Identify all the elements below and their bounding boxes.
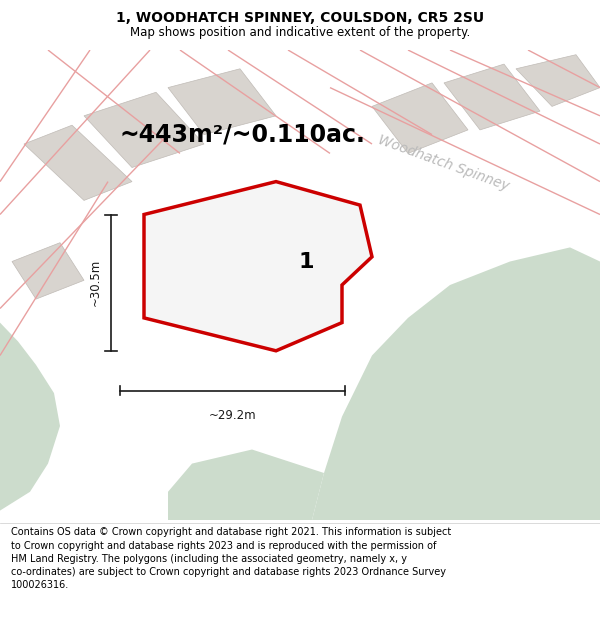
- Polygon shape: [12, 242, 84, 299]
- Polygon shape: [168, 449, 324, 520]
- Polygon shape: [372, 83, 468, 153]
- Text: Contains OS data © Crown copyright and database right 2021. This information is : Contains OS data © Crown copyright and d…: [11, 528, 451, 590]
- Text: ~443m²/~0.110ac.: ~443m²/~0.110ac.: [120, 122, 366, 147]
- Polygon shape: [312, 248, 600, 520]
- Polygon shape: [168, 69, 276, 134]
- Polygon shape: [24, 125, 132, 201]
- Text: 1, WOODHATCH SPINNEY, COULSDON, CR5 2SU: 1, WOODHATCH SPINNEY, COULSDON, CR5 2SU: [116, 11, 484, 25]
- Polygon shape: [516, 55, 600, 106]
- Text: Woodhatch Spinney: Woodhatch Spinney: [376, 132, 512, 193]
- Polygon shape: [144, 182, 372, 351]
- Text: Map shows position and indicative extent of the property.: Map shows position and indicative extent…: [130, 26, 470, 39]
- Text: ~29.2m: ~29.2m: [209, 409, 256, 422]
- Text: ~30.5m: ~30.5m: [89, 259, 102, 306]
- Polygon shape: [444, 64, 540, 130]
- Polygon shape: [84, 92, 204, 168]
- Polygon shape: [0, 322, 60, 511]
- Text: 1: 1: [298, 252, 314, 272]
